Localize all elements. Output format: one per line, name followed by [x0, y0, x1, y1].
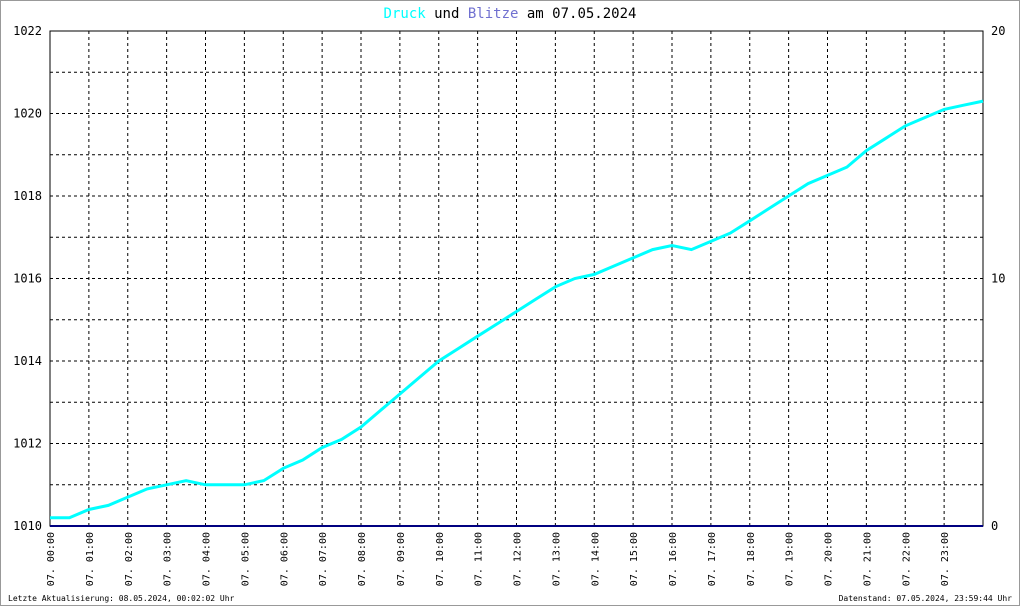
data-line	[50, 99, 984, 520]
x-tick-label: 07. 07:00	[318, 532, 329, 586]
x-tick-label: 07. 11:00	[474, 532, 485, 586]
x-tick-label: 07. 10:00	[435, 532, 446, 586]
x-tick-label: 07. 21:00	[862, 532, 873, 586]
x-tick-label: 07. 13:00	[551, 532, 562, 586]
y2-tick-label: 0	[991, 519, 998, 533]
title-text: am 07.05.2024	[527, 6, 637, 22]
x-tick-label: 07. 05:00	[240, 532, 251, 586]
title-series: Blitze	[468, 6, 519, 22]
x-tick-label: 07. 04:00	[202, 532, 213, 586]
x-tick-label: 07. 22:00	[901, 532, 912, 586]
x-tick-label: 07. 08:00	[357, 532, 368, 586]
x-tick-label: 07. 09:00	[396, 532, 407, 586]
x-tick-label: 07. 00:00	[46, 532, 57, 586]
title-series: Druck	[384, 6, 427, 22]
y2-tick-label: 20	[991, 24, 1005, 38]
y-tick-label: 1010	[13, 519, 42, 533]
y-tick-label: 1012	[13, 437, 42, 451]
x-tick-label: 07. 12:00	[513, 532, 524, 586]
x-tick-label: 07. 01:00	[85, 532, 96, 586]
y-tick-label: 1016	[13, 272, 42, 286]
x-tick-label: 07. 06:00	[279, 532, 290, 586]
y-tick-label: 1018	[13, 189, 42, 203]
y-tick-label: 1022	[13, 24, 42, 38]
x-tick-label: 07. 17:00	[707, 532, 718, 586]
y2-tick-label: 10	[991, 272, 1005, 286]
y-tick-label: 1020	[13, 107, 42, 121]
chart-title: Druck und Blitze am 07.05.2024	[384, 6, 637, 22]
y-tick-label: 1014	[13, 354, 42, 368]
x-tick-label: 07. 16:00	[668, 532, 679, 586]
x-tick-label: 07. 20:00	[824, 532, 835, 586]
footer-right: Datenstand: 07.05.2024, 23:59:44 Uhr	[839, 594, 1013, 603]
x-tick-label: 07. 03:00	[163, 532, 174, 586]
x-tick-label: 07. 23:00	[940, 532, 951, 586]
footer-left: Letzte Aktualisierung: 08.05.2024, 00:02…	[8, 594, 235, 603]
x-tick-label: 07. 15:00	[629, 532, 640, 586]
x-tick-label: 07. 14:00	[590, 532, 601, 586]
x-tick-label: 07. 02:00	[124, 532, 135, 586]
x-tick-label: 07. 19:00	[785, 532, 796, 586]
x-tick-label: 07. 18:00	[746, 532, 757, 586]
title-text: und	[434, 6, 459, 22]
